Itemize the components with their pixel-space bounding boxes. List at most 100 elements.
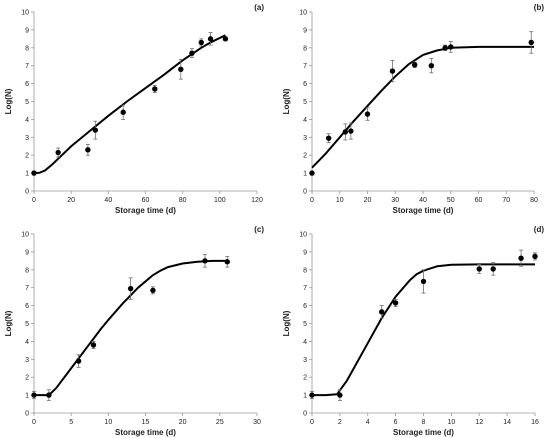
x-tick-label: 5 — [69, 419, 73, 426]
x-tick-label: 12 — [475, 419, 483, 426]
y-tick-label: 8 — [303, 267, 307, 274]
data-point — [448, 44, 454, 50]
data-point — [31, 170, 37, 176]
y-tick-label: 0 — [303, 189, 307, 196]
x-tick-label: 100 — [214, 197, 226, 204]
x-tick-label: 10 — [104, 419, 112, 426]
fitted-curve — [34, 259, 228, 397]
x-tick-label: 15 — [142, 419, 150, 426]
y-tick-label: 5 — [303, 99, 307, 106]
x-tick-label: 40 — [419, 197, 427, 204]
data-point — [222, 36, 229, 42]
x-tick-label: 120 — [251, 197, 263, 204]
y-tick-label: 2 — [303, 375, 307, 382]
data-point — [411, 62, 418, 68]
y-tick-label: 4 — [303, 339, 307, 346]
y-tick-label: 10 — [21, 232, 29, 239]
data-point — [532, 253, 538, 260]
y-tick-label: 10 — [299, 232, 307, 239]
x-tick-label: 30 — [391, 197, 399, 204]
y-tick-label: 7 — [25, 63, 29, 70]
data-point — [90, 342, 97, 348]
x-tick-label: 20 — [179, 419, 187, 426]
y-axis-title: Log(N) — [4, 310, 13, 336]
x-tick-label: 50 — [447, 197, 455, 204]
x-tick-label: 0 — [32, 419, 36, 426]
data-point — [518, 255, 524, 261]
data-point — [150, 287, 156, 294]
y-tick-label: 8 — [25, 45, 29, 52]
y-tick-label: 2 — [303, 153, 307, 160]
data-point — [75, 358, 82, 364]
data-point — [420, 278, 427, 285]
x-tick-label: 4 — [366, 419, 370, 426]
y-tick-label: 9 — [303, 249, 307, 256]
y-tick-label: 0 — [25, 189, 29, 196]
fitted-curve — [33, 34, 226, 175]
data-point — [207, 36, 214, 42]
x-tick-label: 60 — [142, 197, 150, 204]
x-tick-label: 10 — [447, 419, 455, 426]
y-tick-label: 1 — [25, 171, 29, 178]
data-point — [337, 392, 343, 398]
x-tick-label: 20 — [364, 197, 372, 204]
data-point — [528, 39, 534, 46]
y-axis-title: Log(N) — [282, 88, 291, 114]
y-tick-label: 1 — [303, 171, 307, 178]
data-point — [152, 86, 158, 92]
data-point — [309, 170, 315, 176]
data-point — [428, 62, 435, 69]
y-tick-label: 8 — [25, 267, 29, 274]
y-tick-label: 3 — [303, 135, 307, 142]
x-axis-title: Storage time (d) — [393, 206, 454, 215]
fitted-curve — [312, 263, 535, 397]
data-point — [325, 135, 332, 141]
y-tick-label: 10 — [21, 10, 29, 17]
chart-panel: 0 1 2 3 4 5 6 7 8 9 10 0 5 10 15 20 25 30 Storage time (d)… — [4, 225, 264, 437]
data-point — [127, 285, 134, 292]
x-tick-label: 20 — [67, 197, 75, 204]
y-tick-label: 6 — [25, 81, 29, 88]
x-tick-label: 10 — [336, 197, 344, 204]
x-tick-label: 0 — [32, 197, 36, 204]
x-tick-label: 6 — [394, 419, 398, 426]
data-point — [92, 127, 99, 133]
x-tick-label: 60 — [475, 197, 483, 204]
x-tick-label: 80 — [179, 197, 187, 204]
data-point — [309, 392, 315, 398]
x-tick-label: 14 — [503, 419, 511, 426]
y-tick-label: 8 — [303, 45, 307, 52]
y-axis-title: Log(N) — [282, 310, 291, 336]
y-tick-label: 4 — [25, 339, 29, 346]
y-tick-label: 4 — [25, 117, 29, 124]
x-axis-title: Storage time (d) — [115, 206, 176, 215]
panel-label: (a) — [254, 3, 264, 12]
y-tick-label: 3 — [25, 357, 29, 364]
y-tick-label: 5 — [25, 99, 29, 106]
data-point — [31, 392, 37, 398]
y-tick-label: 0 — [303, 411, 307, 418]
x-tick-label: 2 — [338, 419, 342, 426]
y-tick-label: 5 — [25, 321, 29, 328]
data-point — [442, 45, 448, 51]
y-axis-title: Log(N) — [4, 88, 13, 114]
data-point — [224, 259, 230, 265]
y-tick-label: 9 — [25, 27, 29, 34]
y-tick-label: 7 — [25, 285, 29, 292]
data-point — [198, 39, 204, 46]
data-point — [55, 149, 61, 156]
x-axis-title: Storage time (d) — [115, 428, 176, 437]
y-tick-label: 1 — [25, 393, 29, 400]
data-point — [476, 266, 482, 272]
x-tick-label: 80 — [530, 197, 538, 204]
x-axis-title: Storage time (d) — [393, 428, 454, 437]
y-tick-label: 0 — [25, 411, 29, 418]
data-point — [178, 66, 184, 72]
x-tick-label: 70 — [502, 197, 510, 204]
data-point — [378, 309, 385, 315]
data-point — [389, 68, 396, 74]
y-tick-label: 7 — [303, 285, 307, 292]
